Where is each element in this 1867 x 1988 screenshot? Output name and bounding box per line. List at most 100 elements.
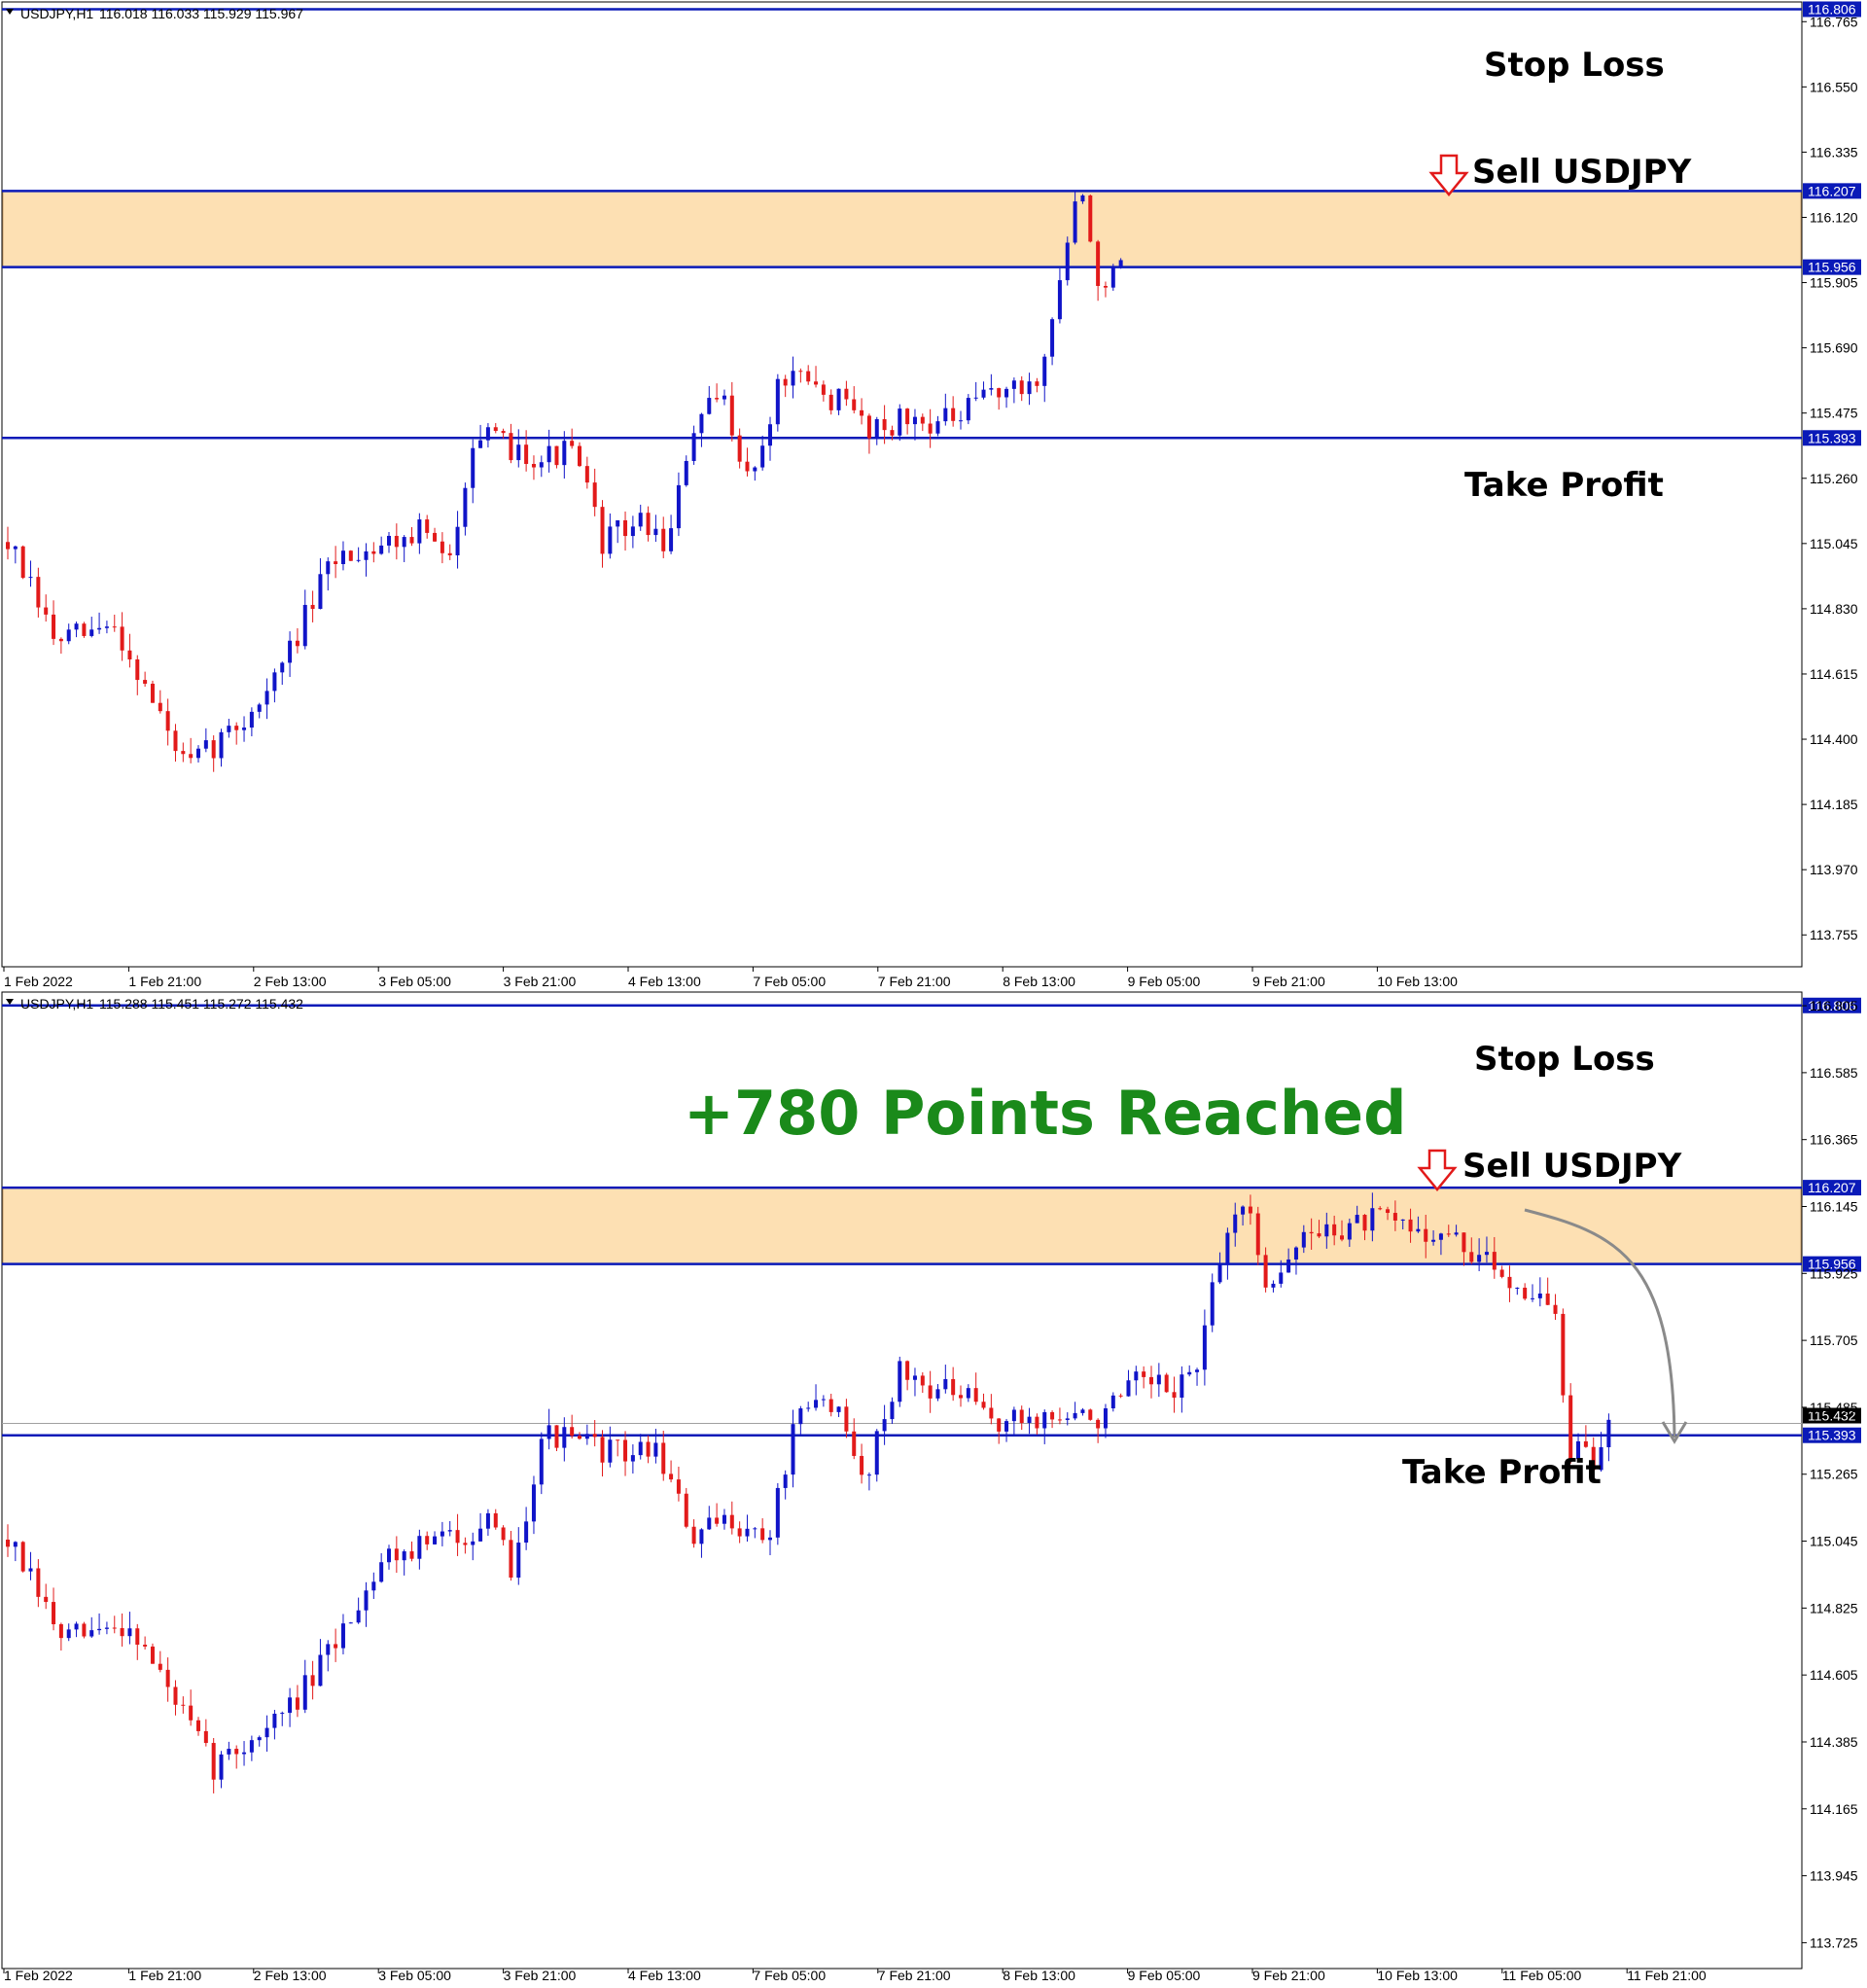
- bot-stop-loss-level-tag-label: 116.806: [1808, 998, 1856, 1013]
- bot-candle-body: [516, 1543, 521, 1579]
- bot-candle-body: [1523, 1287, 1528, 1299]
- bot-candle-body: [44, 1596, 49, 1603]
- top-candle-body: [288, 640, 293, 663]
- top-candle-body: [257, 704, 262, 712]
- bot-candle-body: [264, 1727, 269, 1738]
- top-candle-body: [1057, 280, 1062, 320]
- top-x-tick-label: 3 Feb 05:00: [378, 974, 451, 989]
- top-plot-frame: [1, 1, 1803, 968]
- top-y-tick-label: 114.400: [1810, 731, 1858, 747]
- top-y-tick-label: 116.335: [1810, 144, 1858, 160]
- bot-candle-body: [943, 1378, 948, 1390]
- top-candle-body: [89, 629, 94, 636]
- bot-candle-body: [97, 1628, 102, 1631]
- bot-candle-body: [1195, 1369, 1200, 1372]
- bot-candle-body: [165, 1669, 170, 1687]
- top-candle-body: [219, 731, 224, 759]
- bot-candle-body: [334, 1644, 338, 1649]
- top-candle-body: [836, 388, 841, 410]
- bot-candle-body: [1164, 1374, 1169, 1393]
- top-header-dropdown-icon[interactable]: [6, 9, 14, 15]
- top-y-tick-label: 115.475: [1810, 406, 1858, 421]
- bot-candle-body: [935, 1389, 940, 1399]
- top-candle-body: [768, 424, 772, 446]
- bot-candle-body: [1263, 1255, 1268, 1288]
- bot-candle-body: [1576, 1440, 1581, 1460]
- bot-candle-body: [1134, 1371, 1139, 1381]
- top-x-tick-label: 1 Feb 21:00: [128, 974, 201, 989]
- bot-candle-body: [1347, 1223, 1352, 1240]
- top-candle-body: [653, 528, 658, 536]
- bot-candle-body: [112, 1627, 117, 1629]
- top-candle-body: [860, 409, 864, 416]
- bot-candle-body: [28, 1568, 33, 1572]
- top-candle-body: [295, 640, 299, 647]
- top-candle-body: [1050, 319, 1055, 357]
- top-candle-body: [455, 526, 460, 555]
- top-zone-bottom-level-tag: [1803, 259, 1861, 275]
- top-zone-top-level-tag-label: 116.207: [1808, 183, 1856, 198]
- bot-candle-body: [471, 1541, 476, 1545]
- bot-candle-body: [189, 1705, 194, 1721]
- bot-x-tick-label: 9 Feb 05:00: [1128, 1968, 1201, 1983]
- bot-candle-body: [249, 1740, 254, 1753]
- top-candle-body: [143, 680, 148, 684]
- top-candle-body: [676, 484, 681, 529]
- bottom-stop-loss-label: Stop Loss: [1474, 1040, 1655, 1079]
- bot-candle-body: [973, 1388, 978, 1402]
- top-y-tick-label: 113.755: [1810, 927, 1858, 942]
- bot-candle-body: [715, 1517, 720, 1524]
- bot-candle-body: [1568, 1395, 1573, 1460]
- top-chart-header: USDJPY,H1 116.018 116.033 115.929 115.96…: [6, 6, 303, 21]
- top-candle-body: [471, 447, 476, 488]
- bot-candle-body: [143, 1645, 148, 1647]
- top-y-tick-label: 116.120: [1810, 209, 1858, 225]
- top-zone-bottom-level-tag-label: 115.956: [1808, 260, 1856, 275]
- bottom-header-dropdown-icon[interactable]: [6, 999, 14, 1005]
- bot-candle-body: [135, 1628, 140, 1646]
- top-candle-body: [1011, 380, 1016, 389]
- bot-candle-body: [1317, 1233, 1321, 1237]
- top-candle-body: [440, 541, 444, 553]
- top-candle-body: [371, 550, 376, 554]
- top-candle-body: [882, 418, 887, 431]
- top-candle-body: [36, 577, 41, 608]
- bot-candle-body: [630, 1455, 635, 1462]
- bot-candle-body: [1004, 1421, 1009, 1432]
- bot-candle-body: [326, 1644, 331, 1655]
- bot-candle-body: [959, 1395, 963, 1399]
- top-candle-body: [1019, 380, 1024, 395]
- bot-candle-body: [417, 1536, 422, 1559]
- top-candle-body: [158, 702, 162, 712]
- bot-candle-body: [707, 1517, 712, 1530]
- bot-y-tick-label: 113.725: [1810, 1935, 1858, 1950]
- top-candle-body: [334, 561, 338, 565]
- top-candle-body: [97, 627, 102, 630]
- bot-candle-body: [280, 1713, 285, 1715]
- top-candle-body: [905, 408, 910, 425]
- top-candle-body: [669, 528, 674, 551]
- bot-candle-body: [1462, 1232, 1466, 1253]
- top-candle-body: [699, 413, 704, 434]
- bot-candle-body: [257, 1737, 262, 1741]
- top-candle-body: [554, 445, 559, 466]
- bot-candle-body: [1126, 1380, 1131, 1397]
- top-candle-body: [684, 460, 688, 485]
- bot-candle-body: [1561, 1313, 1566, 1396]
- top-candle-body: [966, 398, 970, 421]
- top-candle-body: [616, 519, 620, 527]
- bot-candle-body: [1301, 1231, 1306, 1248]
- bot-candle-body: [783, 1474, 788, 1488]
- bot-y-tick-label: 116.805: [1810, 998, 1858, 1013]
- bottom-sell-label: Sell USDJPY: [1462, 1147, 1682, 1186]
- bot-x-tick-label: 10 Feb 13:00: [1377, 1968, 1458, 1983]
- bot-candle-body: [1362, 1215, 1367, 1231]
- bot-candle-body: [1011, 1409, 1016, 1422]
- bot-candle-body: [272, 1714, 277, 1728]
- bot-candle-body: [1110, 1395, 1115, 1409]
- top-x-tick-label: 3 Feb 21:00: [504, 974, 577, 989]
- bot-y-tick-label: 114.165: [1810, 1801, 1858, 1817]
- top-candle-body: [798, 371, 803, 373]
- bot-current-price-tag: [1803, 1407, 1861, 1424]
